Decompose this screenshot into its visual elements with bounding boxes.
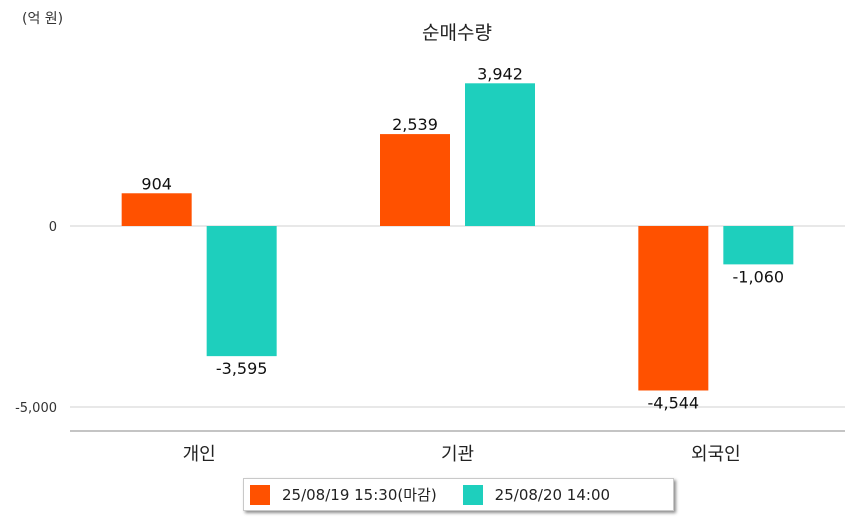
- y-tick-label: 0: [49, 220, 57, 235]
- data-label: -1,060: [733, 267, 785, 286]
- legend-label-series-1: 25/08/19 15:30(마감): [282, 486, 437, 504]
- bar: [380, 134, 450, 226]
- bar: [638, 226, 709, 391]
- unit-label: (억 원): [22, 11, 64, 27]
- legend-item-series-2[interactable]: 25/08/20 14:00: [462, 484, 611, 505]
- x-tick-label: 외국인: [691, 444, 741, 465]
- chart-legend: 25/08/19 15:30(마감) 25/08/20 14:00: [243, 478, 674, 511]
- legend-swatch-series-1: [250, 484, 270, 505]
- legend-label-series-2: 25/08/20 14:00: [494, 485, 611, 504]
- data-label: 904: [141, 174, 172, 193]
- x-tick-label: 개인: [183, 444, 216, 465]
- bar: [206, 226, 277, 357]
- legend-item-series-1[interactable]: 25/08/19 15:30(마감): [250, 484, 437, 505]
- bar-chart: 0 -5,000 904 -3,595 개인 2,539 3,942 기관 -4,544 -1,0…: [15, 64, 845, 465]
- bar: [723, 226, 794, 265]
- bar: [121, 193, 192, 226]
- x-tick-label: 기관: [441, 444, 474, 465]
- chart-title: 순매수량: [422, 22, 492, 44]
- bar: [465, 83, 535, 227]
- data-label: 2,539: [392, 115, 438, 134]
- legend-swatch-series-2: [462, 484, 483, 505]
- data-label: -4,544: [648, 393, 700, 412]
- data-label: 3,942: [477, 64, 523, 83]
- data-label: -3,595: [216, 359, 268, 378]
- y-tick-label: -5,000: [15, 401, 57, 416]
